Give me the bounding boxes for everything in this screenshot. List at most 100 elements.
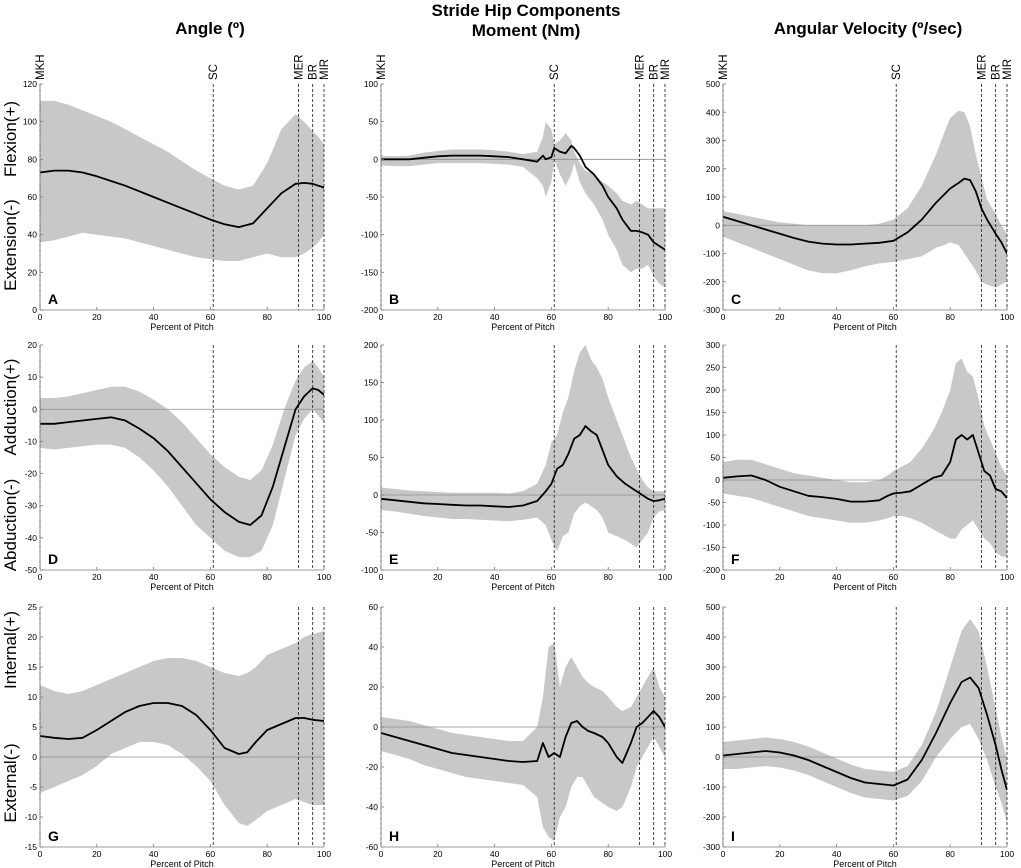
panel-c-event-label-mer: MER bbox=[976, 54, 988, 80]
panel-d-y-tick-label: 0 bbox=[32, 404, 37, 414]
panel-a-y-tick-label: 100 bbox=[23, 117, 37, 127]
panel-c-y-tick-label: 100 bbox=[706, 192, 720, 202]
panel-e-x-tick-label: 100 bbox=[658, 572, 672, 582]
panel-a-event-label-mir: MIR bbox=[319, 59, 331, 80]
panel-g-x-tick-label: 40 bbox=[149, 849, 159, 859]
panel-e-y-tick-label: 200 bbox=[364, 340, 378, 350]
panel-g-y-tick-label: -10 bbox=[25, 812, 38, 822]
panel-g-x-tick-label: 60 bbox=[206, 849, 216, 859]
panel-c-x-tick-label: 0 bbox=[721, 312, 726, 322]
panel-b-letter: B bbox=[389, 291, 399, 307]
panel-a-x-axis-label: Percent of Pitch bbox=[150, 322, 214, 332]
panel-f-y-tick-label: 50 bbox=[711, 453, 721, 463]
panel-b-event-label-mer: MER bbox=[634, 54, 646, 80]
panel-f-y-tick-label: 250 bbox=[706, 363, 720, 373]
panel-g-y-tick-label: 20 bbox=[28, 632, 38, 642]
panel-g-y-tick-label: 5 bbox=[32, 722, 37, 732]
panel-b-mean-line bbox=[381, 144, 665, 251]
panel-a-x-tick-label: 0 bbox=[38, 312, 43, 322]
panel-h-x-tick-label: 80 bbox=[603, 849, 613, 859]
panel-h-x-tick-label: 100 bbox=[658, 849, 672, 859]
panel-f-sd-band bbox=[723, 358, 1007, 557]
panel-d-x-axis-label: Percent of Pitch bbox=[150, 582, 214, 592]
panel-c-x-tick-label: 20 bbox=[775, 312, 785, 322]
panel-c-y-tick-label: 200 bbox=[706, 164, 720, 174]
panel-i-mean-line bbox=[723, 676, 1007, 791]
panel-i-sd-band bbox=[723, 619, 1007, 823]
panel-c: MKH SC MER BR MIR-300-200-100010020030040050… bbox=[703, 54, 1014, 332]
panel-i-y-tick-label: -200 bbox=[703, 812, 720, 822]
panel-h-y-tick-label: -20 bbox=[366, 762, 379, 772]
panel-a-event-label-mkh: MKH bbox=[35, 54, 47, 80]
panel-b-event-label-mir: MIR bbox=[660, 59, 672, 80]
panel-f-mean-line bbox=[723, 434, 1007, 503]
panel-h-x-tick-label: 20 bbox=[433, 849, 443, 859]
row-label-internal: Internal(+) bbox=[1, 611, 20, 689]
panel-g-x-tick-label: 80 bbox=[262, 849, 272, 859]
panel-f-x-tick-label: 60 bbox=[889, 572, 899, 582]
panel-e-letter: E bbox=[389, 551, 398, 567]
panel-e-x-axis-label: Percent of Pitch bbox=[491, 582, 555, 592]
panel-h-x-tick-label: 60 bbox=[547, 849, 557, 859]
panel-i-y-tick-label: 500 bbox=[706, 602, 720, 612]
panel-a-event-label-mer: MER bbox=[293, 54, 305, 80]
panel-c-sd-band bbox=[723, 110, 1007, 288]
panel-g-mean-line bbox=[40, 702, 324, 755]
panel-e-y-tick-label: 0 bbox=[373, 490, 378, 500]
panel-b-y-tick-label: 0 bbox=[373, 154, 378, 164]
row-label-flexion: Flexion(+) bbox=[1, 101, 20, 177]
panel-h-y-tick-label: -60 bbox=[366, 842, 379, 852]
panel-a-x-tick-label: 40 bbox=[149, 312, 159, 322]
panel-i-letter: I bbox=[731, 828, 735, 844]
panel-f-x-tick-label: 20 bbox=[775, 572, 785, 582]
panel-g-x-tick-label: 20 bbox=[92, 849, 102, 859]
panel-i: -300 -200 -100 0 100 200 300 400 500 0 20 40 60 80 100… bbox=[703, 602, 1014, 868]
panel-h-y-tick-label: -40 bbox=[366, 802, 379, 812]
panel-b-x-tick-label: 20 bbox=[433, 312, 443, 322]
panel-i-y-tick-label: 0 bbox=[715, 752, 720, 762]
panel-h-mean-line bbox=[381, 710, 665, 764]
panel-c-letter: C bbox=[731, 291, 741, 307]
panel-g-letter: G bbox=[48, 828, 59, 844]
panel-g-y-tick-label: 15 bbox=[28, 662, 38, 672]
panel-d-letter: D bbox=[48, 551, 58, 567]
panel-b-y-tick-label: -150 bbox=[361, 267, 378, 277]
panel-a-event-label-br: BR bbox=[308, 64, 320, 80]
panel-d-y-tick-label: 10 bbox=[28, 372, 38, 382]
column-title-angle: Angle (º) bbox=[175, 19, 244, 38]
panel-g-x-axis-label: Percent of Pitch bbox=[150, 859, 214, 868]
panel-e-x-tick-label: 20 bbox=[433, 572, 443, 582]
panel-d-y-tick-label: -50 bbox=[25, 565, 38, 575]
panel-g-y-tick-label: 0 bbox=[32, 752, 37, 762]
panel-d-y-tick-label: -10 bbox=[25, 436, 38, 446]
panel-a-event-label-sc: SC bbox=[208, 64, 220, 80]
panel-c-x-tick-label: 60 bbox=[889, 312, 899, 322]
panel-i-x-axis-label: Percent of Pitch bbox=[833, 859, 897, 868]
panel-g: -15 -10 -5 0 5 10 15 20 25 0 20 40 60 80 100 Percent of… bbox=[25, 602, 332, 868]
panel-h-y-tick-label: 40 bbox=[369, 642, 379, 652]
panel-b-x-tick-label: 80 bbox=[603, 312, 613, 322]
panel-b-y-tick-label: 100 bbox=[364, 79, 378, 89]
panel-d-y-tick-label: -30 bbox=[25, 501, 38, 511]
panel-i-x-tick-label: 20 bbox=[775, 849, 785, 859]
panel-d-x-tick-label: 0 bbox=[38, 572, 43, 582]
panel-d-mean-line bbox=[40, 387, 324, 526]
panel-f-y-tick-label: -200 bbox=[703, 565, 720, 575]
panel-b-y-tick-label: 50 bbox=[369, 117, 379, 127]
panel-b: MKH SC MER BR MIR -200 -150 -100 -50 0 50 100 0 20 40 6… bbox=[361, 54, 672, 332]
panel-b-x-axis-label: Percent of Pitch bbox=[491, 322, 555, 332]
panel-b-event-label-mkh: MKH bbox=[376, 54, 388, 80]
panel-g-sd-band bbox=[40, 631, 324, 826]
panel-e-x-tick-label: 40 bbox=[490, 572, 500, 582]
panel-e-x-tick-label: 80 bbox=[603, 572, 613, 582]
panel-g-y-tick-label: 25 bbox=[28, 602, 38, 612]
panel-a-y-tick-label: 0 bbox=[32, 305, 37, 315]
panel-a-y-tick-label: 80 bbox=[28, 154, 38, 164]
panel-a-sd-band bbox=[40, 100, 324, 262]
panel-f-y-tick-label: -100 bbox=[703, 520, 720, 530]
panel-b-x-tick-label: 100 bbox=[658, 312, 672, 322]
panel-e-y-tick-label: 50 bbox=[369, 453, 379, 463]
panel-a-mean-line bbox=[40, 169, 324, 229]
panel-b-y-tick-label: -50 bbox=[366, 192, 379, 202]
